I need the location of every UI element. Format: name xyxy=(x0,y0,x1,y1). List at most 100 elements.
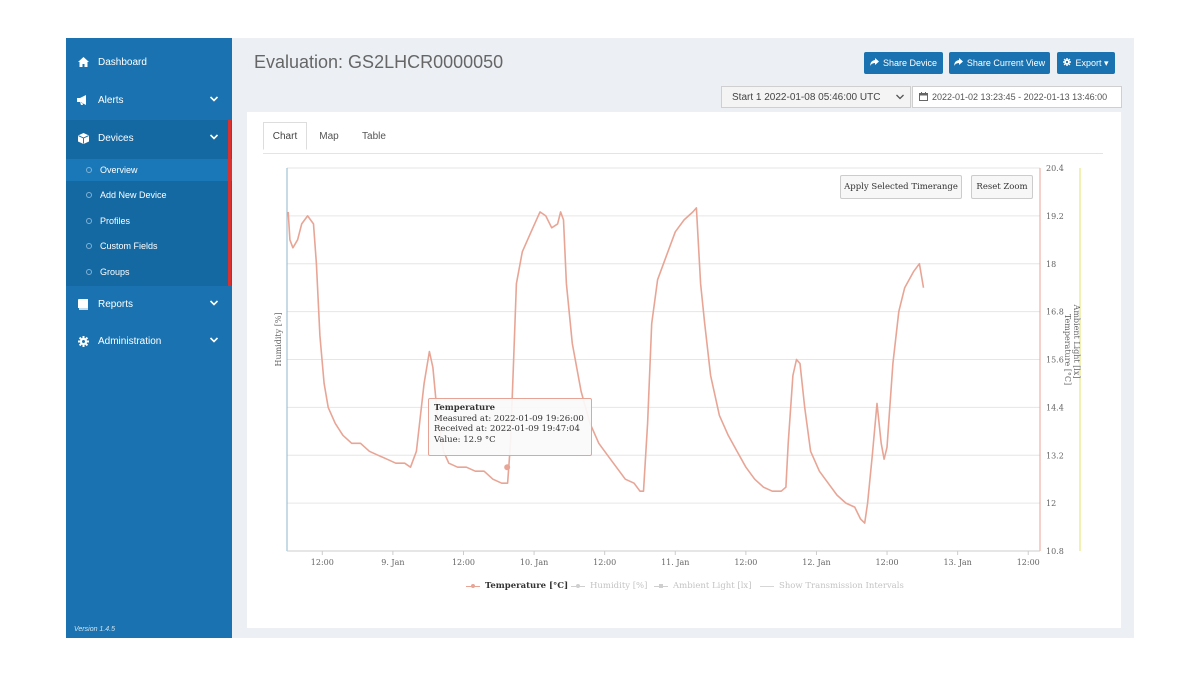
submenu-item-overview[interactable]: Overview xyxy=(66,159,232,181)
temperature-hover-point xyxy=(504,464,511,471)
sidebar-item-label: Dashboard xyxy=(98,56,147,68)
tooltip-measured: Measured at: 2022-01-09 19:26:00 xyxy=(434,413,584,424)
start-select-value: Start 1 2022-01-08 05:46:00 UTC xyxy=(732,91,881,103)
submenu-item-label: Profiles xyxy=(100,216,131,226)
tab-chart[interactable]: Chart xyxy=(263,122,307,150)
export-button[interactable]: Export ▾ xyxy=(1057,52,1115,74)
y-tick-label: 15.6 xyxy=(1046,356,1064,365)
share-device-label: Share Device xyxy=(882,58,938,68)
tab-map[interactable]: Map xyxy=(319,130,339,142)
circle-icon xyxy=(86,167,92,173)
x-tick-label: 11. Jan xyxy=(661,558,689,567)
submenu-item-label: Custom Fields xyxy=(100,241,158,251)
version-label: Version 1.4.5 xyxy=(74,626,115,633)
temperature-axis-title: Temperature [°C] xyxy=(1063,314,1072,385)
devices-submenu: Overview Add New Device Profiles Custom … xyxy=(66,156,232,286)
date-range-picker[interactable]: 2022-01-02 13:23:45 - 2022-01-13 13:46:0… xyxy=(912,86,1122,108)
y-tick-label: 20.4 xyxy=(1046,164,1064,173)
y-tick-label: 14.4 xyxy=(1046,403,1064,412)
legend-humidity[interactable]: Humidity [%] xyxy=(571,580,647,592)
date-range-value: 2022-01-02 13:23:45 - 2022-01-13 13:46:0… xyxy=(932,92,1108,102)
tooltip-value: Value: 12.9 °C xyxy=(434,434,496,445)
start-select[interactable]: Start 1 2022-01-08 05:46:00 UTC xyxy=(721,86,911,108)
tooltip-title: Temperature xyxy=(434,403,496,413)
ambient-light-axis-title: Ambient Light [lx] xyxy=(1072,304,1081,379)
app-window: Dashboard Alerts Devices Overview xyxy=(66,38,1134,638)
submenu-item-profiles[interactable]: Profiles xyxy=(66,210,232,232)
bullhorn-icon xyxy=(77,94,89,106)
chevron-down-icon xyxy=(209,132,219,142)
submenu-item-add-new-device[interactable]: Add New Device xyxy=(66,184,232,206)
y-tick-label: 13.2 xyxy=(1046,451,1064,460)
legend-temperature[interactable]: Temperature [°C] xyxy=(466,580,568,592)
legend-ambient-light[interactable]: Ambient Light [lx] xyxy=(654,580,752,592)
x-tick-label: 12:00 xyxy=(734,558,757,567)
tab-divider xyxy=(263,153,1103,154)
sidebar: Dashboard Alerts Devices Overview xyxy=(66,38,232,638)
legend-label: Humidity [%] xyxy=(590,581,648,591)
home-icon xyxy=(77,56,89,68)
share-current-view-button[interactable]: Share Current View xyxy=(949,52,1050,74)
active-section-indicator xyxy=(228,120,231,286)
tooltip-received: Received at: 2022-01-09 19:47:04 xyxy=(434,424,580,434)
sidebar-item-label: Devices xyxy=(98,132,134,144)
legend-label: Show Transmission Intervals xyxy=(779,581,904,591)
x-tick-label: 13. Jan xyxy=(943,558,971,567)
x-tick-label: 12:00 xyxy=(452,558,475,567)
y-tick-label: 12 xyxy=(1046,499,1056,508)
sidebar-item-administration[interactable]: Administration xyxy=(66,323,232,359)
x-tick-label: 10. Jan xyxy=(520,558,548,567)
gear-icon xyxy=(77,335,89,347)
chevron-down-icon xyxy=(896,92,904,102)
temperature-chart[interactable]: 10.8 12 13.2 14.4 15.6 16.8 18 19.2 20.4 12:00 9. … xyxy=(66,38,1134,638)
export-label: Export ▾ xyxy=(1075,57,1109,68)
share-icon xyxy=(869,58,879,68)
legend-symbol xyxy=(654,583,668,588)
submenu-item-label: Overview xyxy=(100,165,138,175)
legend-symbol xyxy=(571,583,585,588)
book-icon xyxy=(77,298,89,310)
sidebar-item-label: Alerts xyxy=(98,94,124,106)
y-tick-label: 19.2 xyxy=(1046,212,1064,221)
temperature-series-line xyxy=(287,207,925,524)
cube-icon xyxy=(77,132,89,144)
humidity-axis-title: Humidity [%] xyxy=(274,312,283,366)
circle-icon xyxy=(86,192,92,198)
y-tick-label: 18 xyxy=(1046,260,1056,269)
share-device-button[interactable]: Share Device xyxy=(864,52,943,74)
x-tick-label: 9. Jan xyxy=(381,558,404,567)
legend-transmission-intervals[interactable]: Show Transmission Intervals xyxy=(760,580,904,592)
gear-icon xyxy=(1063,58,1072,68)
page-title: Evaluation: GS2LHCR0000050 xyxy=(254,52,504,72)
legend-label: Temperature [°C] xyxy=(485,581,569,591)
sidebar-item-label: Administration xyxy=(98,335,162,347)
x-tick-label: 12:00 xyxy=(593,558,616,567)
sidebar-item-devices[interactable]: Devices xyxy=(66,120,232,156)
submenu-item-label: Add New Device xyxy=(100,190,167,200)
y-tick-label: 10.8 xyxy=(1046,547,1064,556)
sidebar-item-alerts[interactable]: Alerts xyxy=(66,82,232,118)
share-icon xyxy=(953,58,963,68)
sidebar-item-reports[interactable]: Reports xyxy=(66,286,232,322)
chevron-down-icon xyxy=(209,335,219,345)
calendar-icon xyxy=(919,91,928,103)
x-tick-label: 12. Jan xyxy=(802,558,830,567)
circle-icon xyxy=(86,243,92,249)
chevron-down-icon xyxy=(209,298,219,308)
legend-symbol xyxy=(466,583,480,588)
x-tick-label: 12:00 xyxy=(1017,558,1040,567)
submenu-item-custom-fields[interactable]: Custom Fields xyxy=(66,235,232,257)
legend-label: Ambient Light [lx] xyxy=(673,581,752,591)
x-tick-label: 12:00 xyxy=(876,558,899,567)
apply-timerange-button[interactable]: Apply Selected Timerange xyxy=(840,175,962,199)
circle-icon xyxy=(86,269,92,275)
sidebar-item-label: Reports xyxy=(98,298,134,310)
submenu-item-groups[interactable]: Groups xyxy=(66,261,232,283)
y-tick-label: 16.8 xyxy=(1046,308,1064,317)
sidebar-item-dashboard[interactable]: Dashboard xyxy=(66,44,232,80)
tab-table[interactable]: Table xyxy=(362,130,386,142)
chevron-down-icon xyxy=(209,94,219,104)
x-tick-label: 12:00 xyxy=(311,558,334,567)
reset-zoom-button[interactable]: Reset Zoom xyxy=(971,175,1033,199)
share-view-label: Share Current View xyxy=(966,58,1046,68)
